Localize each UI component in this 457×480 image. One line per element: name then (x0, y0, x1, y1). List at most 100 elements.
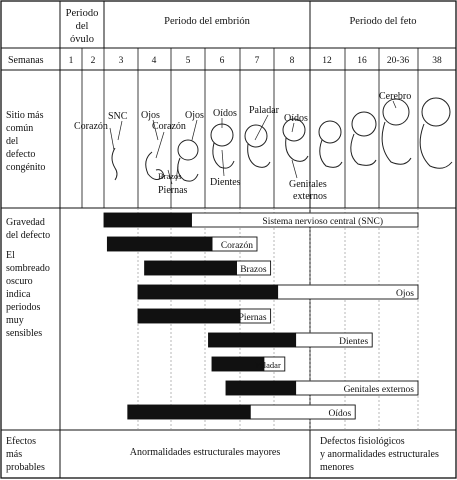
bar-dark-2 (144, 260, 237, 276)
bar-label-3: Ojos (396, 289, 414, 299)
svg-text:sombreado: sombreado (6, 263, 50, 274)
site-snc: SNC (108, 111, 128, 122)
week-label-10: 20-36 (387, 56, 409, 66)
svg-text:del defecto: del defecto (6, 230, 50, 241)
week-label-5: 6 (220, 56, 225, 66)
week-label-8: 12 (322, 56, 332, 66)
fetus-week38-head (421, 97, 451, 127)
bar-label-5: Dientes (339, 337, 368, 347)
fetus-week20-body (381, 121, 412, 165)
bar-dark-4 (137, 308, 241, 324)
embryo-week7-head (244, 124, 268, 148)
bar-label-2: Brazos (240, 265, 267, 275)
week-column-lines (81, 48, 419, 208)
svg-text:probables: probables (6, 462, 45, 473)
embryo-illustrations (111, 97, 453, 182)
week-label-2: 3 (119, 56, 124, 66)
week-label-6: 7 (255, 56, 260, 66)
bar-label-7: Genitales externos (344, 385, 415, 395)
efectos-feto-line3: menores (320, 462, 354, 473)
site-dientes: Dientes (210, 177, 241, 188)
efectos-embrion: Anormalidades estructurales mayores (130, 447, 281, 458)
svg-text:sensibles: sensibles (6, 328, 42, 339)
svg-text:más: más (6, 449, 22, 460)
svg-text:Gravedad: Gravedad (6, 217, 45, 228)
svg-text:oscuro: oscuro (6, 276, 33, 287)
svg-text:El: El (6, 250, 15, 261)
svg-text:periodos: periodos (6, 302, 41, 313)
periodo-feto: Periodo del feto (349, 16, 416, 27)
svg-text:Efectos: Efectos (6, 436, 36, 447)
fetus-week12-body (319, 139, 343, 168)
svg-text:del: del (6, 136, 18, 147)
week-label-4: 5 (186, 56, 191, 66)
bar-row-0: Sistema nervioso central (SNC) (103, 212, 419, 228)
week-label-11: 38 (432, 56, 442, 66)
embryo-week5-head (177, 139, 199, 161)
bar-dark-7 (225, 380, 297, 396)
week-label-7: 8 (290, 56, 295, 66)
bar-row-4: Piernas (137, 308, 272, 324)
embryo-week6-body (212, 142, 235, 169)
bar-label-6: Paladar (255, 360, 281, 370)
site-corazon-2: Corazón (152, 121, 186, 132)
site-externos: externos (293, 191, 327, 202)
svg-text:defecto: defecto (6, 149, 35, 160)
week-label-1: 2 (91, 56, 96, 66)
svg-text:Sitio más: Sitio más (6, 110, 44, 121)
embryo-week5-body (177, 157, 199, 182)
site-paladar: Paladar (249, 105, 280, 116)
sombreado-label: El sombreado oscuro indica periodos muy … (6, 250, 50, 339)
efectos-label: Efectos más probables (6, 436, 45, 473)
fetus-week16-body (350, 133, 377, 166)
bar-dark-8 (127, 404, 251, 420)
site-corazon-1: Corazón (74, 121, 108, 132)
fetus-week20-head (382, 98, 410, 126)
periodo-ovulo-line1: Periodo (66, 8, 99, 19)
embryo-week4 (145, 151, 165, 180)
bar-dark-6 (211, 356, 265, 372)
embryo-week8-head (282, 118, 306, 142)
bar-label-1: Corazón (221, 241, 253, 251)
fetus-week12-head (318, 120, 342, 144)
sitio-label: Sitio más común del defecto congénito (6, 110, 45, 173)
site-ojos-2: Ojos (185, 110, 204, 121)
site-pointer-lines (109, 100, 397, 185)
bar-label-4: Piernas (239, 313, 267, 323)
site-ojos-1: Ojos (141, 110, 160, 121)
periodo-ovulo-line3: óvulo (70, 34, 94, 45)
fetus-week16-head (351, 111, 377, 137)
site-oidos-1: Oídos (213, 108, 237, 119)
bar-dark-0 (103, 212, 192, 228)
site-oidos-2: Oídos (284, 113, 308, 124)
efectos-feto-line1: Defectos fisiológicos (320, 436, 405, 447)
svg-text:muy: muy (6, 315, 24, 326)
bar-row-5: Dientes (208, 332, 373, 348)
svg-text:congénito: congénito (6, 162, 45, 173)
semanas-label: Semanas (8, 55, 44, 66)
bar-dark-1 (106, 236, 213, 252)
bar-row-2: Brazos (144, 260, 272, 276)
embryo-week3 (111, 147, 118, 181)
bar-dark-3 (137, 284, 279, 300)
fetus-week38-body (419, 123, 453, 169)
efectos-feto-line2: y anormalidades estructurales (320, 449, 439, 460)
bar-row-1: Corazón (106, 236, 258, 252)
svg-text:indica: indica (6, 289, 31, 300)
week-labels: 1 2 3 4 5 6 7 8 12 16 20-36 38 (69, 56, 442, 66)
bar-row-6: Paladar (211, 356, 286, 372)
severity-bars: Sistema nervioso central (SNC) Corazón Bra… (103, 212, 419, 420)
site-piernas: Piernas (158, 185, 188, 196)
bar-label-0: Sistema nervioso central (SNC) (262, 216, 383, 227)
embryo-week8-body (285, 137, 309, 162)
periodo-embrion: Periodo del embrión (164, 16, 250, 27)
site-cerebro: Cerebro (379, 91, 411, 102)
periodo-ovulo-line2: del (76, 21, 89, 32)
bar-dark-5 (208, 332, 297, 348)
week-label-0: 1 (69, 56, 74, 66)
embryo-week7-body (247, 143, 271, 168)
week-label-3: 4 (152, 56, 157, 66)
bar-row-7: Genitales externos (225, 380, 419, 396)
